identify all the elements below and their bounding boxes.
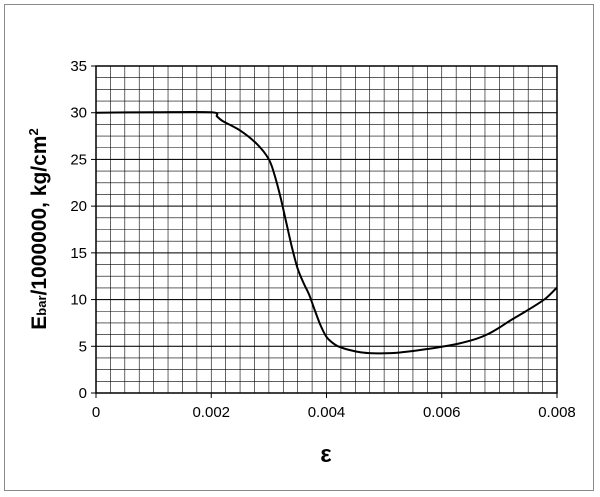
y-tick-label: 10 [70,292,87,309]
x-tick-label: 0 [92,404,100,421]
x-tick-label: 0.002 [192,404,230,421]
x-tick-labels: 0 0.002 0.004 0.006 0.008 [92,404,576,421]
y-tick-label: 5 [79,338,87,355]
minor-gridlines [96,66,557,393]
y-axis-label-superscript: 2 [26,128,41,135]
y-axis-label-subscript: bar [34,295,49,315]
chart-frame [4,4,594,491]
y-axis-label-main: E [28,316,51,330]
series-line [95,110,558,355]
y-tick-label: 25 [70,151,87,168]
x-tick-label: 0.006 [423,404,461,421]
x-tick-label: 0.008 [538,404,576,421]
y-tick-label: 20 [70,198,87,215]
tick-marks [91,65,558,398]
x-tick-label: 0.004 [308,404,346,421]
y-axis-label-rest: /1000000, kg/cm [28,136,51,296]
y-tick-label: 35 [70,58,87,75]
y-tick-label: 30 [70,105,87,122]
y-tick-label: 0 [79,385,87,402]
y-tick-label: 15 [70,245,87,262]
x-axis-label: ε [320,441,331,468]
y-axis-label: Ebar/1000000, kg/cm2 [26,128,51,329]
y-tick-labels: 0 5 10 15 20 25 30 35 [70,58,87,402]
